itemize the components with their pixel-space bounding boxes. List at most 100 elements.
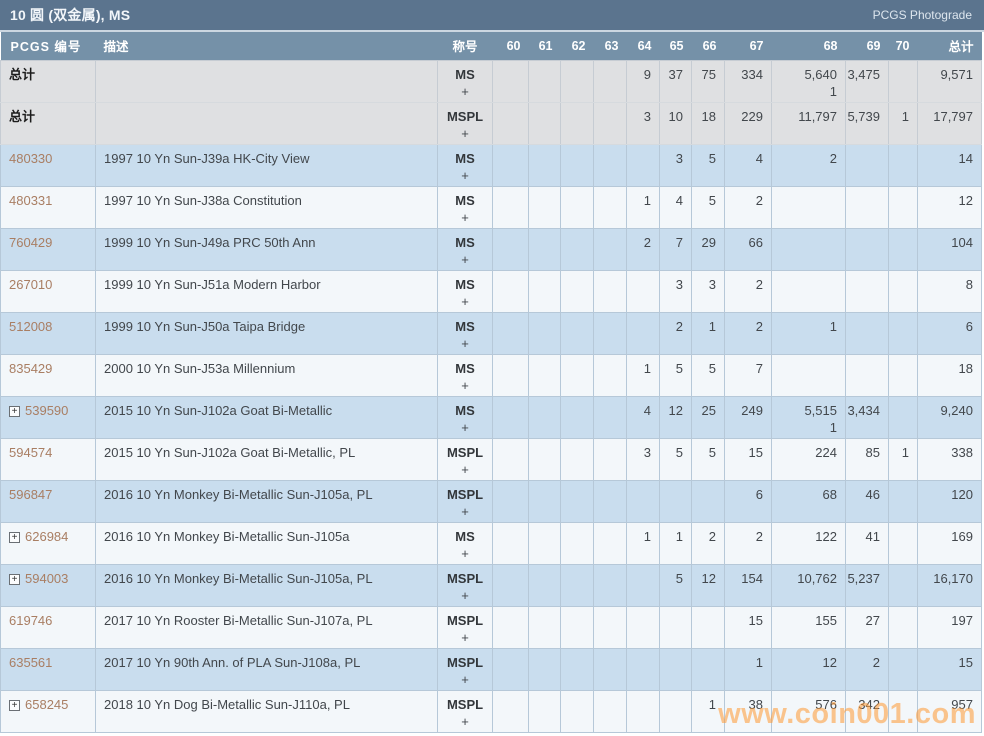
grade-cell: 1 (626, 521, 660, 565)
grade-cell (593, 479, 627, 523)
column-header-grade-65: 65 (669, 38, 684, 53)
grade-cell (593, 395, 627, 439)
grade-cell (845, 311, 889, 355)
photograde-link[interactable]: PCGS Photograde (872, 8, 972, 22)
grade-cell (528, 395, 561, 439)
grade-cell: 3 (626, 101, 660, 145)
column-header-grade-63: 63 (604, 38, 619, 53)
pcgs-number-link[interactable]: 480331 (9, 192, 53, 208)
expand-plus-icon[interactable]: + (9, 699, 20, 711)
designation-cell: MS + (437, 59, 493, 103)
coin-description (95, 101, 438, 145)
pcgs-number-link[interactable]: 480330 (9, 150, 53, 166)
table-row: +539590 2015 10 Yn Sun-J102a Goat Bi-Met… (0, 395, 982, 439)
total-cell: 14 (917, 143, 982, 187)
grade-cell: 6 (724, 479, 772, 523)
grade-cell (528, 227, 561, 271)
grade-cell: 229 (724, 101, 772, 145)
designation-plus-label: + (461, 251, 469, 267)
grade-cell: 3,475 (845, 59, 889, 103)
grade-cell (626, 605, 660, 649)
grade-cell (528, 143, 561, 187)
designation-cell: MS + (437, 143, 493, 187)
designation-plus-label: + (461, 503, 469, 519)
grade-cell: 1 (724, 647, 772, 691)
title-bar: 10 圆 (双金属), MS PCGS Photograde (0, 0, 984, 32)
coin-description: 1999 10 Yn Sun-J51a Modern Harbor (95, 269, 438, 313)
grade-cell (560, 185, 594, 229)
expand-plus-icon[interactable]: + (9, 405, 20, 417)
grade-cell (659, 647, 692, 691)
grade-cell (593, 227, 627, 271)
pcgs-number-link[interactable]: 594003 (25, 570, 69, 586)
grade-cell: 12 (659, 395, 692, 439)
grade-cell (492, 395, 529, 439)
designation-plus-label: + (461, 587, 469, 603)
total-cell: 17,797 (917, 101, 982, 145)
total-cell: 12 (917, 185, 982, 229)
table-row: +594574 2015 10 Yn Sun-J102a Goat Bi-Met… (0, 437, 982, 481)
column-header-pcgs-number: PCGS 编号 (10, 40, 82, 55)
grade-cell (888, 143, 918, 187)
pcgs-number-link[interactable]: 539590 (25, 402, 69, 418)
grade-cell (888, 563, 918, 607)
total-cell: 9,240 (917, 395, 982, 439)
expand-plus-icon[interactable]: + (9, 531, 20, 543)
pcgs-number-cell: +596847 (0, 479, 96, 523)
coin-description: 1997 10 Yn Sun-J39a HK-City View (95, 143, 438, 187)
designation-plus-label: + (461, 83, 469, 99)
grade-cell: 5 (691, 143, 725, 187)
grade-cell: 5 (691, 437, 725, 481)
grade-cell: 3 (626, 437, 660, 481)
designation-plus-label: + (461, 125, 469, 141)
pcgs-number-link[interactable]: 594574 (9, 444, 53, 460)
designation-cell: MSPL + (437, 689, 493, 733)
pcgs-number-link[interactable]: 760429 (9, 234, 53, 250)
designation-cell: MS + (437, 269, 493, 313)
grade-cell (528, 353, 561, 397)
pcgs-number-link[interactable]: 619746 (9, 612, 53, 628)
pcgs-number-link[interactable]: 658245 (25, 696, 69, 712)
designation-label: MS (455, 66, 475, 82)
table-row: +480331 1997 10 Yn Sun-J38a Constitution… (0, 185, 982, 229)
column-header-grade-60: 60 (506, 38, 521, 53)
grade-cell (845, 143, 889, 187)
pcgs-number-cell: +619746 (0, 605, 96, 649)
designation-label: MSPL (446, 486, 484, 502)
designation-cell: MS + (437, 227, 493, 271)
total-cell: 15 (917, 647, 982, 691)
grade-cell (528, 269, 561, 313)
grade-cell (659, 689, 692, 733)
designation-plus-label: + (461, 167, 469, 183)
pcgs-number-link[interactable]: 512008 (9, 318, 53, 334)
column-header-description: 描述 (103, 40, 129, 55)
grade-cell: 38 (724, 689, 772, 733)
pcgs-number-cell: +总计 (0, 101, 96, 145)
grade-cell (593, 605, 627, 649)
grade-cell (845, 269, 889, 313)
grade-cell: 5 (691, 185, 725, 229)
coin-description: 2016 10 Yn Monkey Bi-Metallic Sun-J105a (95, 521, 438, 565)
pcgs-number-link[interactable]: 626984 (25, 528, 69, 544)
pcgs-number-link[interactable]: 596847 (9, 486, 53, 502)
designation-plus-label: + (461, 713, 469, 729)
total-cell: 338 (917, 437, 982, 481)
pcgs-number-cell: +539590 (0, 395, 96, 439)
designation-label: MSPL (446, 444, 484, 460)
pcgs-number-link[interactable]: 267010 (9, 276, 53, 292)
coin-description: 1999 10 Yn Sun-J50a Taipa Bridge (95, 311, 438, 355)
grade-cell (492, 269, 529, 313)
grade-cell: 5 (659, 353, 692, 397)
pcgs-number-cell: +835429 (0, 353, 96, 397)
expand-plus-icon[interactable]: + (9, 573, 20, 585)
grade-cell (888, 353, 918, 397)
grade-cell (626, 311, 660, 355)
designation-cell: MSPL + (437, 437, 493, 481)
grade-cell (888, 311, 918, 355)
pcgs-number-link[interactable]: 835429 (9, 360, 53, 376)
grade-cell: 2 (659, 311, 692, 355)
pcgs-number-link[interactable]: 635561 (9, 654, 53, 670)
grade-cell (626, 479, 660, 523)
grade-cell: 68 (771, 479, 846, 523)
grade-cell: 66 (724, 227, 772, 271)
